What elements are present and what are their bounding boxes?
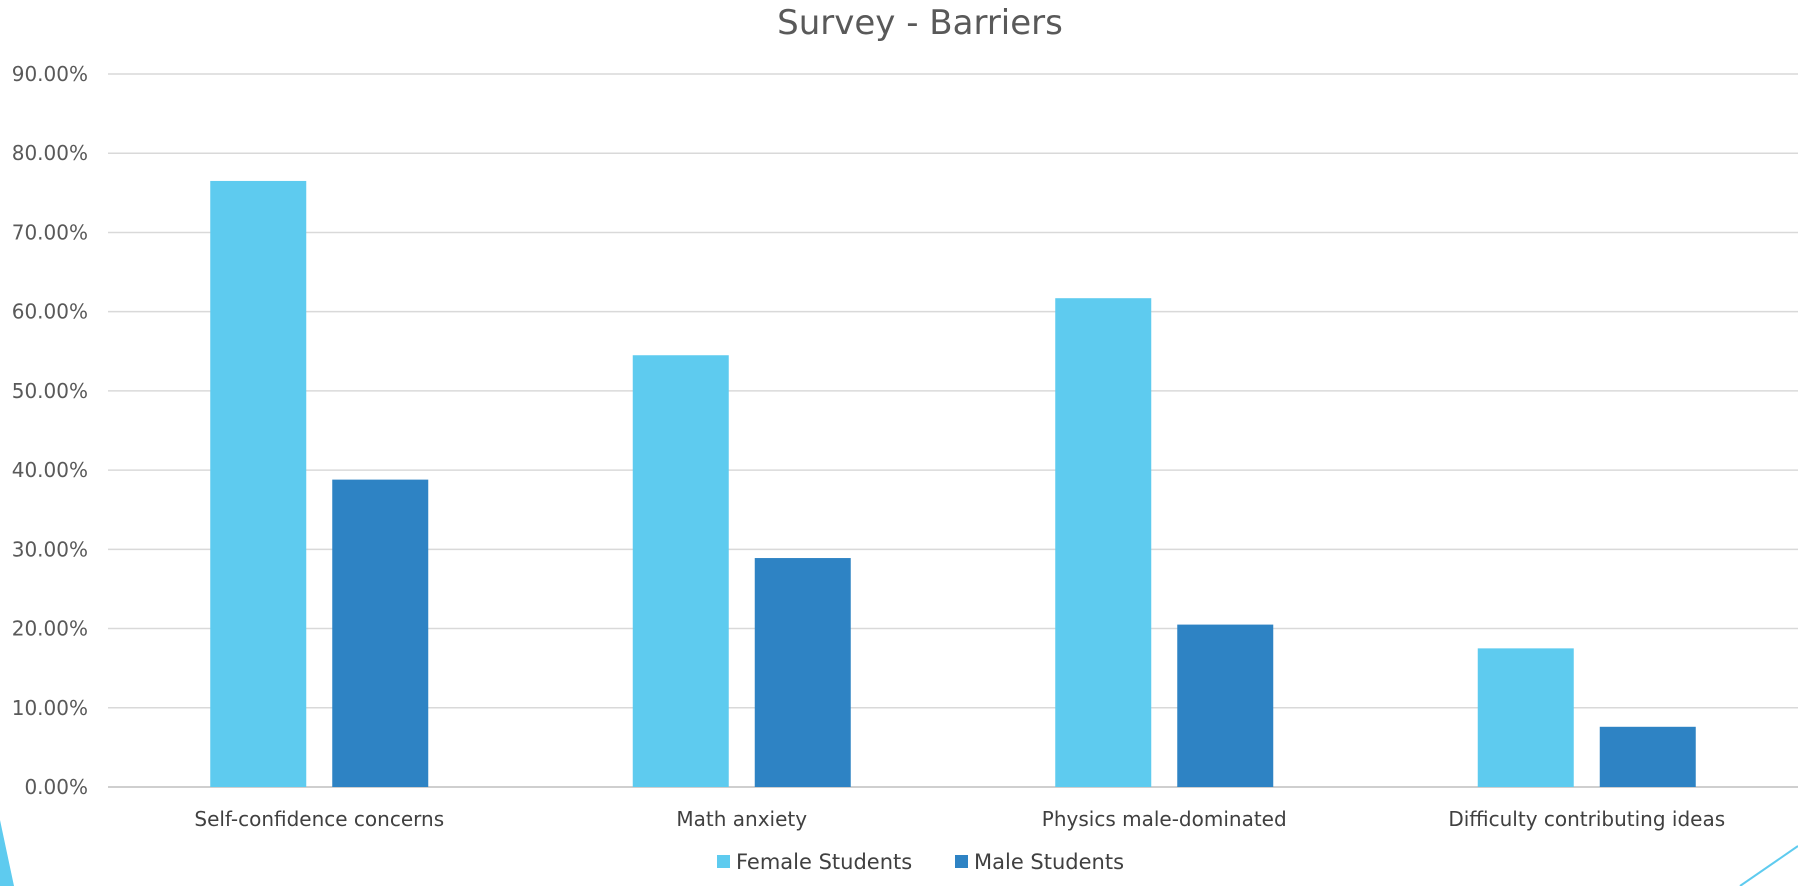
y-tick-label: 50.00% bbox=[12, 379, 88, 403]
x-category-label: Math anxiety bbox=[676, 807, 807, 831]
bar-male-3 bbox=[1599, 726, 1696, 787]
x-category-label: Difficulty contributing ideas bbox=[1448, 807, 1725, 831]
bars bbox=[210, 180, 1696, 787]
y-tick-label: 80.00% bbox=[12, 141, 88, 165]
y-tick-label: 90.00% bbox=[12, 62, 88, 86]
y-axis-ticks: 0.00% 10.00% 20.00% 30.00% 40.00% 50.00% 60.00… bbox=[12, 62, 88, 799]
bar-male-1 bbox=[754, 558, 851, 787]
y-tick-label: 60.00% bbox=[12, 300, 88, 324]
right-accent-line bbox=[1739, 845, 1798, 886]
legend-swatch-1 bbox=[955, 855, 968, 868]
legend-swatch-0 bbox=[717, 855, 730, 868]
y-tick-label: 10.00% bbox=[12, 696, 88, 720]
y-tick-label: 20.00% bbox=[12, 617, 88, 641]
bar-female-2 bbox=[1055, 298, 1152, 787]
y-tick-label: 30.00% bbox=[12, 537, 88, 561]
bar-female-3 bbox=[1477, 648, 1574, 787]
y-tick-label: 40.00% bbox=[12, 458, 88, 482]
legend-label-0: Female Students bbox=[736, 850, 912, 874]
x-category-label: Physics male-dominated bbox=[1042, 807, 1287, 831]
bar-female-0 bbox=[210, 180, 307, 787]
bar-male-2 bbox=[1177, 624, 1274, 787]
bar-male-0 bbox=[332, 479, 429, 787]
y-tick-label: 70.00% bbox=[12, 220, 88, 244]
legend-label-1: Male Students bbox=[974, 850, 1124, 874]
chart-title: Survey - Barriers bbox=[777, 3, 1063, 43]
y-tick-label: 0.00% bbox=[24, 775, 88, 799]
x-category-label: Self-confidence concerns bbox=[194, 807, 444, 831]
bar-female-1 bbox=[632, 355, 729, 787]
slide-decoration bbox=[0, 820, 1798, 886]
left-accent-shape bbox=[0, 820, 14, 886]
x-axis-categories: Self-confidence concerns Math anxiety Phys… bbox=[194, 807, 1725, 831]
legend: Female Students Male Students bbox=[717, 850, 1124, 874]
